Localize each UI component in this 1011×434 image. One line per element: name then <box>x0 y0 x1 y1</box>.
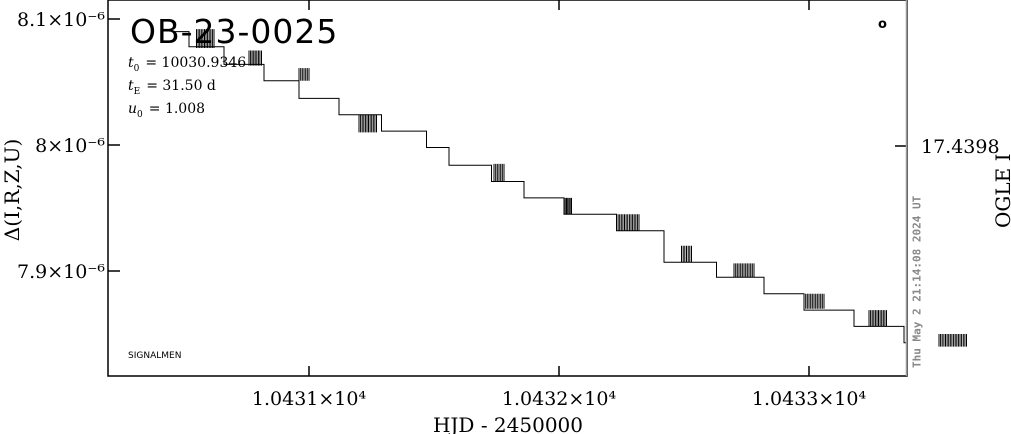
y-tick-label: 8.1×10⁻⁶ <box>17 9 105 31</box>
param-te: tE = 31.50 d <box>128 78 216 97</box>
y-tick-label: 8×10⁻⁶ <box>35 135 105 157</box>
y2-tick-label: 17.4398 <box>921 136 1000 158</box>
data-point-cluster <box>196 29 215 48</box>
fit-parameters: t0 = 10030.9346 tE = 31.50 d u0 = 1.008 <box>128 55 246 120</box>
data-clusters <box>196 29 967 347</box>
y-tick-label: 7.9×10⁻⁶ <box>17 261 105 283</box>
data-point-cluster <box>616 214 640 231</box>
y-axis-title: Δ(I,R,Z,U) <box>0 139 24 241</box>
marker-symbol: o <box>878 17 887 32</box>
data-point-cluster <box>938 334 967 347</box>
data-point-cluster <box>358 114 377 133</box>
data-point-cluster <box>803 293 825 309</box>
data-point-cluster <box>248 50 262 66</box>
data-point-cluster <box>733 263 755 278</box>
x-axis-title: HJD - 2450000 <box>433 413 583 434</box>
signalmen-label: SIGNALMEN <box>128 351 181 361</box>
axis-ticks: 1.0431×10⁴ 1.0432×10⁴ 1.0433×10⁴ 8.1×10⁻⁶ 8×… <box>17 0 866 410</box>
param-u0: u0 = 1.008 <box>128 101 205 120</box>
data-point-cluster <box>298 68 310 81</box>
timestamp-label: Thu May 2 21:14:08 2024 UT <box>911 195 924 368</box>
model-curve <box>171 31 907 344</box>
data-point-cluster <box>563 197 572 215</box>
x-tick-label: 1.0433×10⁴ <box>752 388 867 410</box>
current-time-marker: Thu May 2 21:14:08 2024 UT <box>905 0 924 376</box>
model-step-line <box>171 31 907 344</box>
y2-axis-title: OGLE I <box>991 153 1011 228</box>
data-point-cluster <box>493 163 505 182</box>
event-title: OB-23-0025 <box>130 12 338 51</box>
data-point-cluster <box>681 245 692 263</box>
param-t0: t0 = 10030.9346 <box>128 55 246 74</box>
data-point-cluster <box>868 310 887 327</box>
x-tick-label: 1.0432×10⁴ <box>502 388 617 410</box>
x-tick-label: 1.0431×10⁴ <box>252 388 367 410</box>
